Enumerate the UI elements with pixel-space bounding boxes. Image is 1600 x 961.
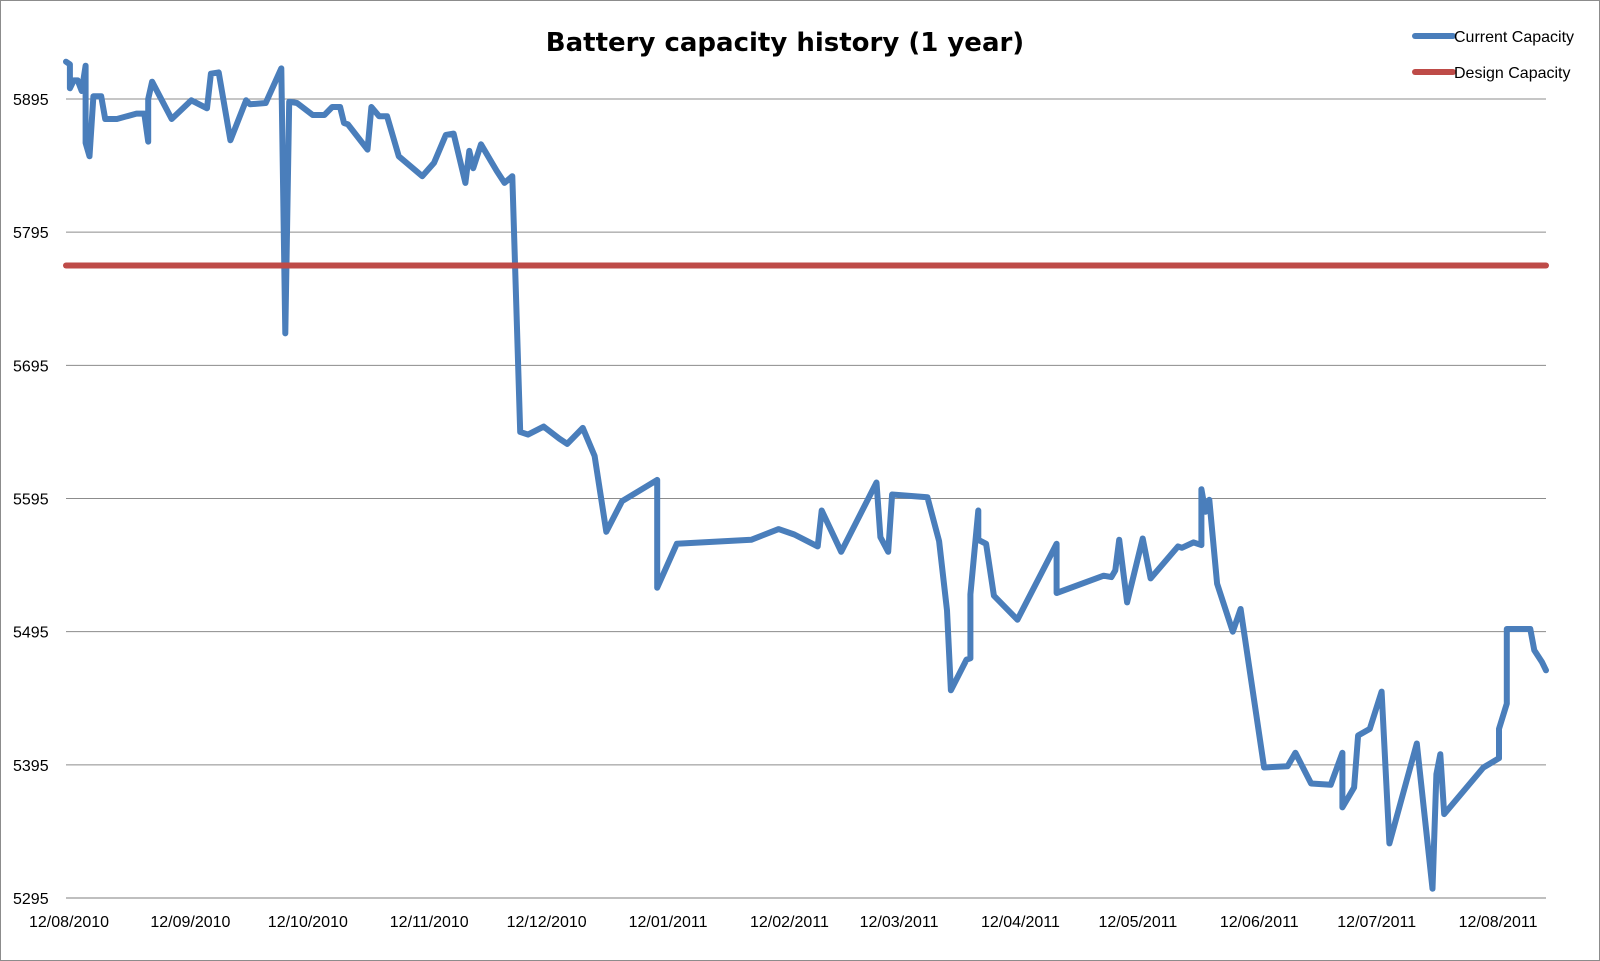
x-tick-label: 12/04/2011 xyxy=(981,914,1060,931)
x-axis-ticks: 12/08/2010 12/09/2010 12/10/2010 12/11/2010… xyxy=(29,914,1538,931)
x-tick-label: 12/08/2011 xyxy=(1459,914,1538,931)
x-tick-label: 12/06/2011 xyxy=(1220,914,1299,931)
x-tick-label: 12/05/2011 xyxy=(1098,914,1177,931)
legend-label: Design Capacity xyxy=(1454,65,1571,82)
chart-title: Battery capacity history (1 year) xyxy=(546,28,1024,58)
legend-item: Design Capacity xyxy=(1412,65,1571,82)
y-tick-label: 5295 xyxy=(13,891,49,908)
x-tick-label: 12/01/2011 xyxy=(629,914,708,931)
y-tick-label: 5895 xyxy=(13,92,49,109)
legend-item: Current Capacity xyxy=(1412,29,1574,46)
series-lines xyxy=(63,58,1549,892)
series-line-current-capacity xyxy=(63,58,1549,892)
x-tick-label: 12/03/2011 xyxy=(860,914,939,931)
x-tick-label: 12/09/2010 xyxy=(150,914,230,931)
legend-label: Current Capacity xyxy=(1454,29,1574,46)
x-tick-label: 12/07/2011 xyxy=(1337,914,1416,931)
x-tick-label: 12/10/2010 xyxy=(268,914,348,931)
x-tick-label: 12/08/2010 xyxy=(29,914,109,931)
y-tick-label: 5595 xyxy=(13,492,49,509)
y-tick-label: 5795 xyxy=(13,225,49,242)
y-tick-label: 5695 xyxy=(13,358,49,375)
grid-lines xyxy=(66,98,1546,899)
y-tick-label: 5495 xyxy=(13,625,49,642)
x-tick-label: 12/12/2010 xyxy=(507,914,587,931)
y-axis-ticks: 5295 5395 5495 5595 5695 5795 5895 xyxy=(13,92,49,908)
x-tick-label: 12/11/2010 xyxy=(390,914,469,931)
legend: Current Capacity Design Capacity xyxy=(1412,29,1574,82)
y-tick-label: 5395 xyxy=(13,758,49,775)
x-tick-label: 12/02/2011 xyxy=(750,914,829,931)
